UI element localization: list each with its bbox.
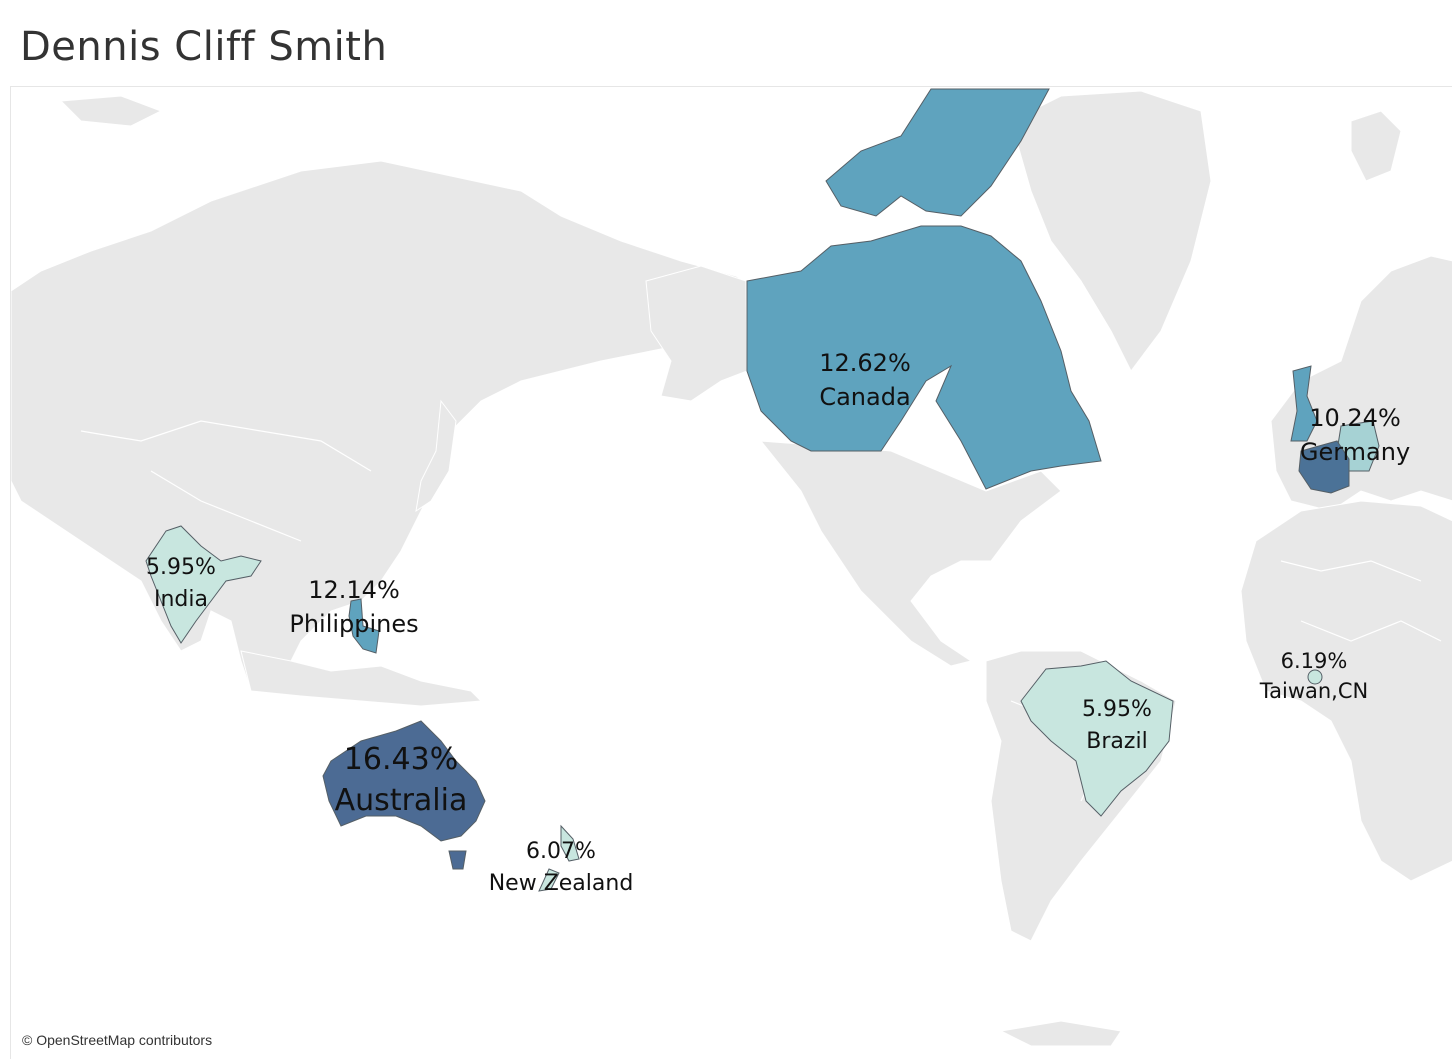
mark-philippines[interactable] [348,598,380,654]
label-india-name: India [153,586,208,612]
mark-australia[interactable] [322,720,486,842]
label-germany-value: 10.24% [1309,404,1401,432]
map-canvas[interactable] [11,87,1452,1059]
label-australia-value: 16.43% [343,742,459,777]
mark-new-zealand[interactable] [538,824,580,892]
mark-canada-arctic[interactable] [825,88,1050,217]
label-brazil-value: 5.95% [1082,697,1152,722]
label-brazil: 5.95% Brazil [1082,694,1152,758]
label-taiwan-name: Taiwan,CN [1259,679,1369,704]
label-india-value: 5.95% [146,555,216,580]
label-germany-name: Germany [1299,437,1411,466]
mark-united-kingdom[interactable] [1290,365,1318,442]
label-philippines-value: 12.14% [308,576,400,604]
label-philippines-name: Philippines [289,609,419,638]
label-taiwan-value: 6.19% [1280,649,1348,673]
label-india: 5.95% India [146,552,216,616]
mark-canada[interactable] [746,225,1102,490]
label-australia: 16.43% Australia [335,740,468,821]
label-canada: 12.62% Canada [819,347,911,414]
mark-brazil[interactable] [1020,660,1174,817]
world-map[interactable] [10,86,1452,1059]
label-new-zealand-name: New Zealand [488,870,634,896]
label-canada-name: Canada [819,382,911,411]
mark-france[interactable] [1298,440,1350,494]
label-canada-value: 12.62% [819,349,911,377]
label-taiwan: 6.19% Taiwan,CN [1260,646,1368,707]
label-philippines: 12.14% Philippines [289,574,418,641]
map-attribution[interactable]: © OpenStreetMap contributors [22,1032,213,1048]
data-marks[interactable] [145,88,1380,892]
mark-taiwan[interactable] [1307,669,1323,685]
label-brazil-name: Brazil [1086,728,1148,754]
label-new-zealand-value: 6.07% [526,839,596,864]
label-new-zealand: 6.07% New Zealand [489,836,634,900]
dashboard-title: Dennis Cliff Smith [20,24,388,70]
label-australia-name: Australia [334,782,468,818]
mark-tasmania[interactable] [448,850,467,870]
label-germany: 10.24% Germany [1300,402,1410,469]
mark-india[interactable] [145,525,262,644]
